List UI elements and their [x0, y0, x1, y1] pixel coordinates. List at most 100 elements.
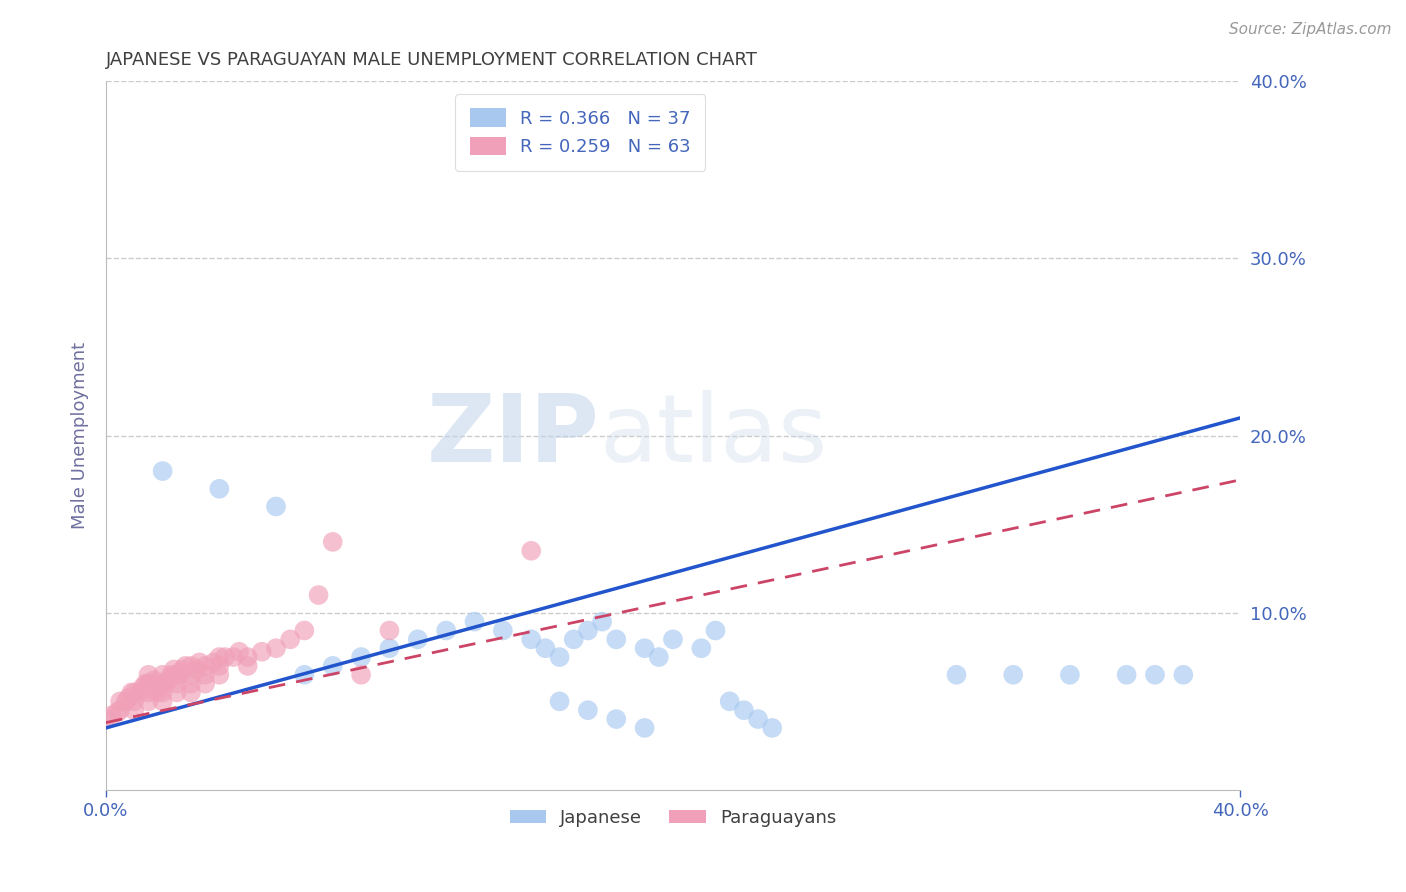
Text: JAPANESE VS PARAGUAYAN MALE UNEMPLOYMENT CORRELATION CHART: JAPANESE VS PARAGUAYAN MALE UNEMPLOYMENT…: [105, 51, 758, 69]
Point: [208, 667, 231, 681]
Point: [138, 667, 160, 681]
Point: [633, 721, 655, 735]
Point: [108, 694, 131, 708]
Point: [264, 500, 287, 514]
Point: [1059, 667, 1081, 681]
Point: [605, 632, 627, 647]
Point: [548, 650, 571, 665]
Point: [138, 685, 160, 699]
Point: [308, 588, 330, 602]
Point: [180, 676, 202, 690]
Point: [648, 650, 671, 665]
Point: [350, 667, 373, 681]
Point: [350, 650, 373, 665]
Point: [662, 632, 685, 647]
Point: [690, 641, 713, 656]
Point: [143, 673, 166, 687]
Point: [378, 641, 401, 656]
Point: [250, 645, 273, 659]
Point: [138, 676, 160, 690]
Point: [157, 673, 180, 687]
Point: [208, 650, 231, 665]
Point: [761, 721, 783, 735]
Point: [194, 659, 217, 673]
Text: ZIP: ZIP: [426, 390, 599, 482]
Point: [202, 656, 225, 670]
Point: [548, 694, 571, 708]
Point: [120, 685, 142, 699]
Point: [160, 667, 183, 681]
Point: [141, 676, 163, 690]
Point: [633, 641, 655, 656]
Point: [704, 624, 727, 638]
Point: [152, 667, 174, 681]
Point: [1173, 667, 1195, 681]
Point: [322, 659, 344, 673]
Point: [605, 712, 627, 726]
Point: [292, 624, 315, 638]
Point: [208, 482, 231, 496]
Point: [169, 667, 191, 681]
Point: [222, 650, 245, 665]
Point: [733, 703, 755, 717]
Point: [117, 690, 139, 705]
Point: [278, 632, 301, 647]
Point: [180, 685, 202, 699]
Point: [1002, 667, 1025, 681]
Point: [180, 659, 202, 673]
Point: [463, 615, 485, 629]
Point: [152, 694, 174, 708]
Point: [718, 694, 741, 708]
Point: [172, 663, 194, 677]
Point: [114, 694, 136, 708]
Point: [591, 615, 613, 629]
Point: [322, 535, 344, 549]
Point: [166, 685, 188, 699]
Point: [100, 708, 122, 723]
Point: [945, 667, 967, 681]
Point: [576, 624, 599, 638]
Point: [576, 703, 599, 717]
Y-axis label: Male Unemployment: Male Unemployment: [72, 342, 89, 529]
Point: [292, 667, 315, 681]
Point: [228, 645, 250, 659]
Point: [406, 632, 429, 647]
Point: [138, 694, 160, 708]
Point: [1143, 667, 1166, 681]
Point: [492, 624, 515, 638]
Point: [208, 659, 231, 673]
Point: [129, 685, 152, 699]
Point: [562, 632, 585, 647]
Point: [152, 685, 174, 699]
Point: [186, 663, 208, 677]
Point: [166, 676, 188, 690]
Point: [163, 663, 186, 677]
Point: [94, 712, 117, 726]
Point: [108, 703, 131, 717]
Point: [378, 624, 401, 638]
Point: [520, 543, 543, 558]
Point: [236, 650, 259, 665]
Point: [149, 680, 172, 694]
Point: [122, 694, 145, 708]
Point: [534, 641, 557, 656]
Point: [146, 685, 169, 699]
Point: [152, 676, 174, 690]
Point: [236, 659, 259, 673]
Point: [166, 667, 188, 681]
Point: [122, 685, 145, 699]
Point: [122, 703, 145, 717]
Point: [152, 464, 174, 478]
Point: [264, 641, 287, 656]
Point: [135, 676, 157, 690]
Point: [188, 656, 211, 670]
Point: [214, 650, 236, 665]
Point: [1115, 667, 1137, 681]
Point: [132, 680, 155, 694]
Point: [155, 676, 177, 690]
Point: [520, 632, 543, 647]
Text: Source: ZipAtlas.com: Source: ZipAtlas.com: [1229, 22, 1392, 37]
Point: [434, 624, 457, 638]
Point: [194, 676, 217, 690]
Point: [180, 667, 202, 681]
